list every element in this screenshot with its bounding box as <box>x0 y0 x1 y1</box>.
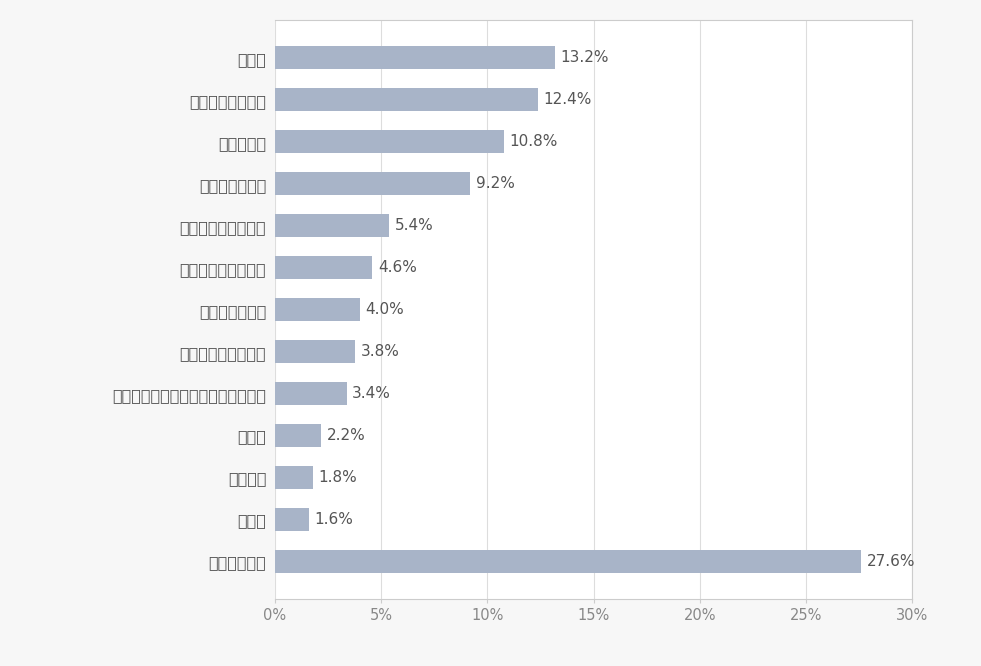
Bar <box>275 172 470 195</box>
Bar <box>275 508 309 531</box>
Bar <box>275 550 861 573</box>
Bar <box>275 466 313 489</box>
Bar <box>275 340 355 363</box>
Text: 9.2%: 9.2% <box>476 176 514 191</box>
Bar <box>275 298 360 321</box>
Text: 1.6%: 1.6% <box>314 512 353 527</box>
Bar <box>275 256 373 279</box>
Text: 27.6%: 27.6% <box>866 554 915 569</box>
Text: 13.2%: 13.2% <box>560 51 609 65</box>
Bar <box>275 382 347 405</box>
Text: 12.4%: 12.4% <box>543 93 592 107</box>
Text: 4.0%: 4.0% <box>365 302 404 317</box>
Text: 4.6%: 4.6% <box>378 260 417 275</box>
Text: 1.8%: 1.8% <box>318 470 357 485</box>
Bar <box>275 47 555 69</box>
Bar <box>275 131 504 153</box>
Text: 5.4%: 5.4% <box>394 218 434 233</box>
Text: 3.8%: 3.8% <box>361 344 399 359</box>
Bar <box>275 89 539 111</box>
Text: 10.8%: 10.8% <box>509 135 558 149</box>
Bar <box>275 424 322 447</box>
Text: 3.4%: 3.4% <box>352 386 391 401</box>
Text: 2.2%: 2.2% <box>327 428 366 443</box>
Bar <box>275 214 389 237</box>
